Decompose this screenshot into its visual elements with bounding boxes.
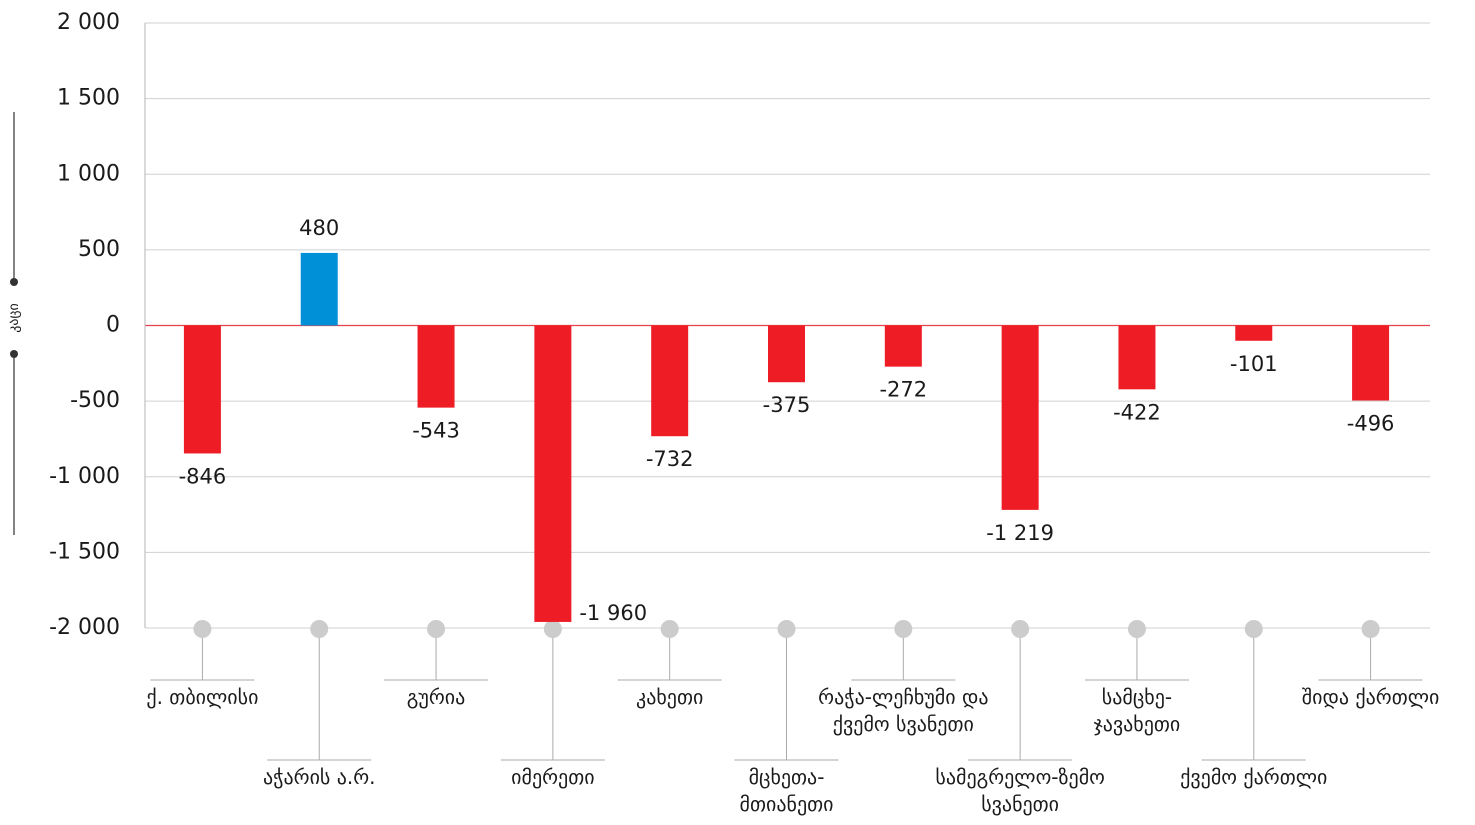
category-marker [1011,620,1030,638]
data-label: -375 [763,393,811,417]
bar [651,325,689,437]
category-label: ქვემო სვანეთი [833,712,974,736]
bar [768,325,805,383]
data-label: -496 [1347,412,1395,436]
category-label: აჭარის ა.რ. [263,765,376,789]
bars [183,252,1390,622]
category-marker [660,620,679,638]
category-marker [894,620,913,638]
category-label: იმერეთი [511,765,594,789]
y-tick-label: 1 000 [57,161,120,186]
category-marker [1127,620,1146,638]
bar [417,325,455,408]
category-label: მთიანეთი [740,792,834,816]
data-label: -101 [1230,352,1278,376]
bar [183,325,221,454]
y-axis: 2 000 1 500 1 000 500 0 -500 -1 000 -1 500 -2 00… [49,10,146,640]
y-tick-label: 2 000 [57,10,120,35]
category-label: მცხეთა- [749,765,825,789]
bar [1118,325,1156,390]
category-label: კახეთი [636,685,703,709]
category-marker [310,620,329,638]
category-connectors [150,620,1423,761]
y-tick-label: 0 [106,313,120,338]
y-tick-label: -2 000 [49,615,120,640]
bar [1001,325,1039,510]
category-label: ქვემო ქართლი [1180,765,1327,789]
category-marker [427,620,446,638]
category-marker [193,620,212,638]
category-label: ჯავახეთი [1094,712,1181,736]
category-marker [543,620,562,638]
y-axis-title: კაცი [6,303,22,333]
y-tick-label: 500 [78,237,120,262]
bar [300,252,338,326]
category-marker [1244,620,1263,638]
bar [1235,325,1273,341]
bar [884,325,922,367]
y-tick-label: -1 000 [49,464,120,489]
value-labels: -846 480 -543 -1 960 -732 -375 -272 -1 219 -422 -… [179,216,1395,625]
y-tick-label: 1 500 [57,86,120,111]
data-label: -1 960 [579,601,647,625]
y-axis-title-dot-bottom [10,350,18,358]
data-label: -846 [179,464,227,488]
category-label: სვანეთი [981,792,1059,816]
y-axis-title-dot-top [10,278,18,286]
y-tick-label: -500 [70,388,120,413]
data-label: -272 [879,378,927,402]
category-label: შიდა ქართლი [1302,685,1440,709]
bar [534,325,572,622]
data-label: -422 [1113,400,1161,424]
data-label: 480 [299,216,339,240]
data-label: -543 [412,419,460,443]
data-label: -732 [646,447,694,471]
category-label: რაჭა-ლეჩხუმი და [818,685,988,709]
category-label: ქ. თბილისი [146,685,258,709]
category-labels: ქ. თბილისი აჭარის ა.რ. გურია იმერეთი კახეთი მ… [146,685,1439,816]
data-label: -1 219 [986,521,1054,545]
category-marker [777,620,796,638]
category-label: გურია [407,685,466,709]
y-axis-title-group: კაცი [6,112,22,535]
category-label: სამცხე- [1102,685,1172,709]
bar [1352,325,1390,401]
category-label: სამეგრელო-ზემო [935,765,1104,789]
y-tick-label: -1 500 [49,539,120,564]
category-marker [1361,620,1380,638]
